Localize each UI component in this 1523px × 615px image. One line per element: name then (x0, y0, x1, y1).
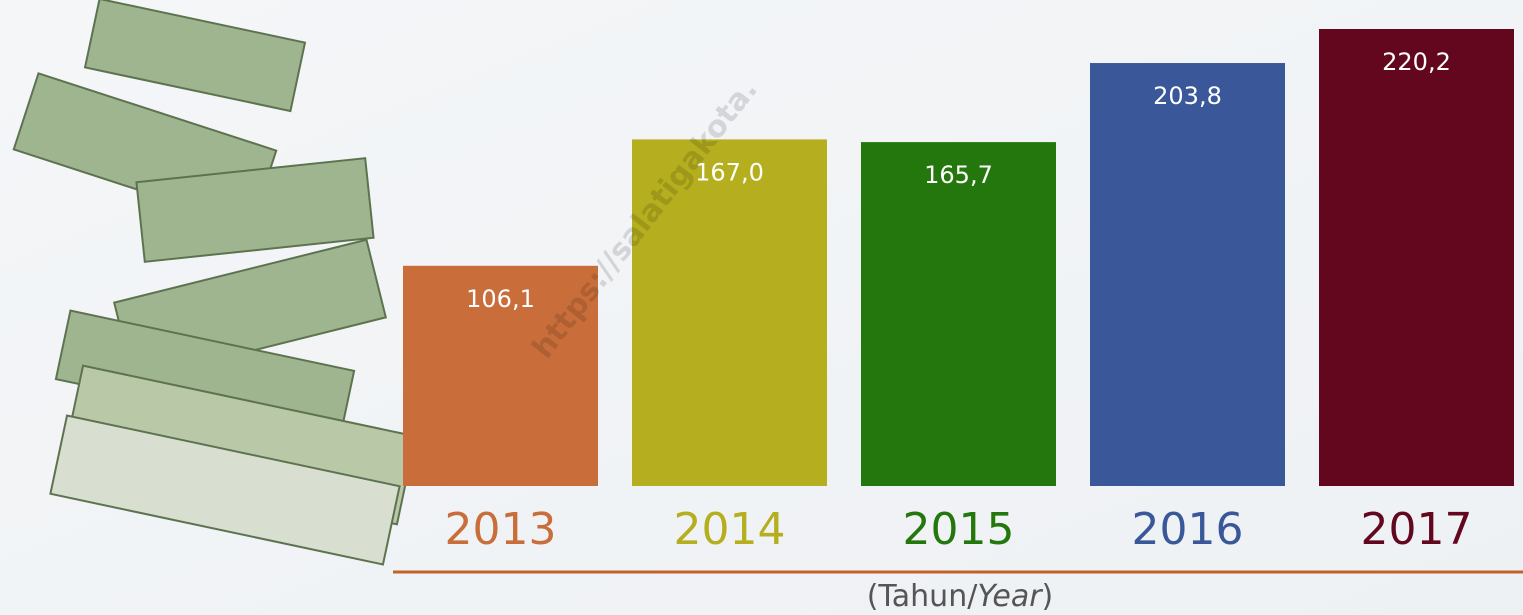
x-tick-label: 2015 (903, 504, 1015, 555)
x-tick-label: 2014 (674, 504, 786, 555)
x-tick-label: 2017 (1361, 504, 1473, 555)
value-label: 165,7 (924, 161, 993, 189)
x-tick-label: 2013 (445, 504, 557, 555)
bar (632, 139, 827, 487)
x-label-part: Year (977, 579, 1043, 614)
value-label: 203,8 (1153, 82, 1222, 110)
x-label-part: ) (1042, 579, 1054, 614)
value-label: 167,0 (695, 158, 764, 186)
x-label-part: (Tahun/ (867, 579, 978, 614)
x-tick-label: 2016 (1132, 504, 1244, 555)
bar (861, 142, 1056, 487)
money-illustration (12, 0, 417, 566)
bar (1090, 63, 1285, 487)
bar (1319, 29, 1514, 486)
value-label: 106,1 (466, 285, 535, 313)
value-label: 220,2 (1382, 48, 1451, 76)
bar (403, 265, 598, 486)
x-axis-label: (Tahun/Year) (867, 579, 1054, 614)
